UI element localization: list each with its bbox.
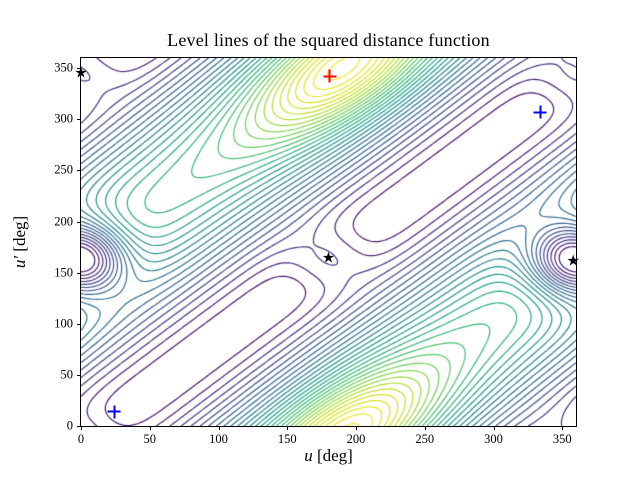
x-tick-label: 50 <box>143 432 157 446</box>
y-axis-label: u′ [deg] <box>10 216 30 268</box>
y-tick-label: 200 <box>54 214 73 229</box>
x-tick-mark <box>356 426 357 430</box>
x-axis-variable: u <box>304 446 313 465</box>
x-tick-label: 200 <box>346 432 366 446</box>
x-tick-mark <box>81 426 82 430</box>
y-axis-unit: [deg] <box>10 215 29 252</box>
x-tick-mark <box>149 426 151 430</box>
x-tick-label: 100 <box>209 432 228 446</box>
x-tick-label: 300 <box>484 432 503 446</box>
x-tick-mark <box>218 426 220 430</box>
y-tick-label: 50 <box>60 367 74 382</box>
y-tick-mark <box>77 170 81 172</box>
plot-area: 0 50 100 150 200 250 300 350 0 50 100 150 200 250 300 3… <box>54 57 580 446</box>
y-axis-variable: u′ <box>10 255 29 269</box>
y-tick-mark <box>77 374 81 376</box>
y-tick-mark <box>77 272 81 274</box>
x-axis-unit: [deg] <box>316 446 353 465</box>
y-tick-mark <box>77 323 81 325</box>
x-tick-label: 150 <box>277 432 297 446</box>
x-tick-label: 250 <box>415 432 435 446</box>
x-tick-label: 350 <box>552 432 572 446</box>
y-tick-label: 300 <box>54 111 73 126</box>
x-axis-label: u [deg] <box>80 446 577 466</box>
x-tick-mark <box>287 426 289 430</box>
y-tick-mark <box>77 426 81 427</box>
y-tick-label: 0 <box>66 418 73 433</box>
x-tick-mark <box>424 426 426 430</box>
y-tick-mark <box>77 68 81 70</box>
plot-title: Level lines of the squared distance func… <box>167 30 490 50</box>
y-tick-label: 100 <box>54 316 73 331</box>
y-tick-label: 150 <box>54 265 73 280</box>
x-tick-label: 0 <box>77 432 85 446</box>
y-tick-mark <box>77 119 81 121</box>
x-tick-mark <box>493 426 495 430</box>
x-tick-mark <box>562 426 564 430</box>
y-tick-label: 250 <box>54 162 73 177</box>
y-tick-label: 350 <box>54 60 73 75</box>
y-tick-mark <box>77 221 81 223</box>
contour-plot-canvas <box>81 58 576 426</box>
